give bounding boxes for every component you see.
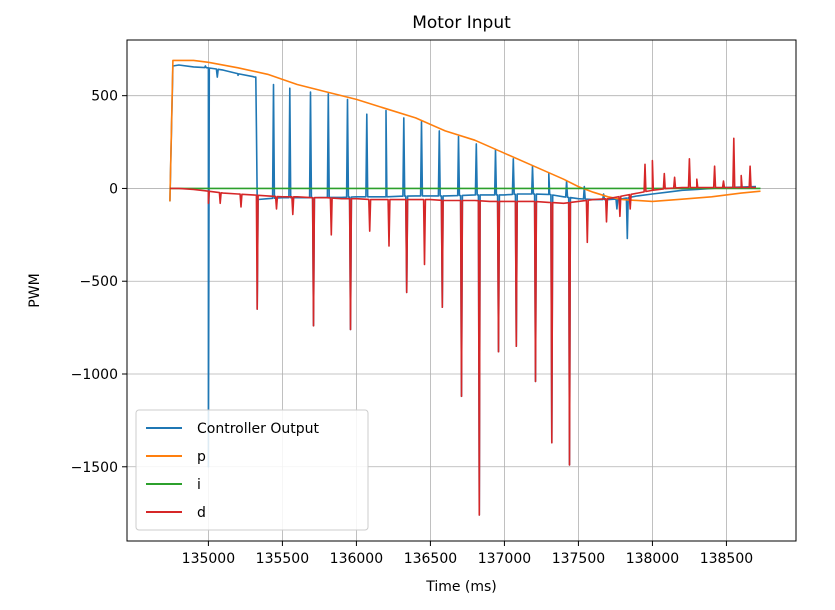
x-axis-title: Time (ms) (425, 579, 497, 595)
legend-label-d: d (197, 505, 206, 521)
x-tick-label: 138000 (626, 551, 679, 567)
y-tick-label: −500 (80, 274, 118, 290)
legend-box (135, 409, 369, 531)
x-tick-label: 135500 (256, 551, 309, 567)
x-tick-label: 137500 (552, 551, 605, 567)
plot-frame (126, 39, 797, 542)
x-tick-label: 138500 (700, 551, 753, 567)
y-tick-label: −1000 (71, 367, 118, 383)
y-axis-title: PWM (27, 273, 43, 307)
legend-label-p: p (197, 449, 206, 465)
y-tick-label: 500 (91, 89, 118, 105)
y-axis: 500 0 −500 −1000 −1500 (71, 89, 127, 476)
x-tick-label: 137000 (478, 551, 531, 567)
x-axis: 135000 135500 136000 136500 137000 137500 1380… (182, 541, 753, 567)
chart-title: Motor Input (412, 13, 511, 33)
y-tick-label: 0 (109, 181, 118, 197)
y-tick-label: −1500 (71, 460, 118, 476)
series-line-d (169, 137, 756, 516)
series-layer (169, 59, 761, 516)
x-tick-label: 136500 (404, 551, 457, 567)
legend-label-controller-output: Controller Output (197, 421, 319, 437)
legend-label-i: i (197, 477, 201, 493)
legend: Controller Output pid (135, 409, 369, 531)
x-tick-label: 136000 (330, 551, 383, 567)
series-line-p (169, 59, 761, 203)
x-tick-label: 135000 (182, 551, 235, 567)
